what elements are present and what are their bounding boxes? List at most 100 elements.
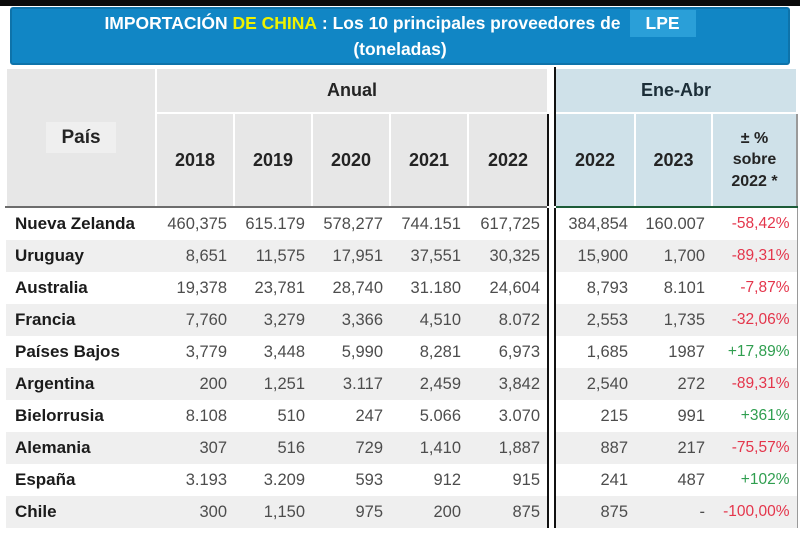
year-header-2020: 2020	[311, 112, 391, 208]
value-cell: 2,459	[390, 368, 468, 400]
value-cell: 200	[390, 496, 468, 528]
value-cell: 510	[277, 406, 305, 425]
value-cell: 1,735	[635, 304, 712, 336]
pct-cell: +17,89%	[712, 336, 798, 368]
value-cell: 28,740	[332, 278, 383, 297]
value-cell: 5.066	[419, 406, 461, 425]
value-cell: 1,700	[635, 240, 712, 272]
country-name: Nueva Zelanda	[15, 214, 135, 233]
pct-cell: -7,87%	[712, 272, 798, 304]
section-divider	[547, 400, 556, 432]
value-cell: 8,651	[156, 240, 234, 272]
value-cell: 1,251	[234, 368, 312, 400]
import-table: País Anual Ene-Abr 2018 2019 2020 2021 2…	[5, 67, 798, 528]
value-cell: 215	[600, 406, 628, 425]
table-row: Alemania 307 516 729 1,410 1,887 887 217…	[6, 432, 798, 464]
table-row: Australia 19,378 23,781 28,740 31.180 24…	[6, 272, 798, 304]
section-divider	[547, 67, 556, 208]
value-cell: 19,378	[176, 278, 227, 297]
value-cell: 875	[555, 496, 635, 528]
value-cell: 3,366	[312, 304, 390, 336]
year-header-2019: 2019	[233, 112, 313, 208]
pct-cell: -89,31%	[712, 240, 798, 272]
value-cell: 1,150	[234, 496, 312, 528]
year-header-2018: 2018	[155, 112, 235, 208]
value-cell: 3,779	[185, 342, 227, 361]
value-cell: 887	[555, 432, 635, 464]
table-row: Uruguay 8,651 11,575 17,951 37,551 30,32…	[6, 240, 798, 272]
country-column-header: País	[5, 67, 157, 208]
value-cell: 7,760	[156, 304, 234, 336]
value-cell: 1,887	[468, 432, 549, 464]
anual-group-header: Anual	[155, 67, 549, 114]
value-cell: 875	[468, 496, 549, 528]
table-row: Chile 300 1,150 975 200 875 875 - -100,0…	[6, 496, 798, 528]
value-cell: 24,604	[468, 272, 549, 304]
value-cell: 3.070	[468, 400, 549, 432]
section-divider	[547, 304, 556, 336]
value-cell: 975	[312, 496, 390, 528]
section-divider	[547, 496, 556, 528]
section-divider	[547, 336, 556, 368]
value-cell: 1,685	[586, 342, 628, 361]
country-name: Alemania	[6, 432, 156, 464]
table-row: Francia 7,760 3,279 3,366 4,510 8.072 2,…	[6, 304, 798, 336]
pct-cell: -89,31%	[712, 368, 798, 400]
value-cell: 1,410	[390, 432, 468, 464]
value-cell: 744.151	[401, 214, 461, 233]
value-cell: 8.101	[663, 278, 705, 297]
country-name: Países Bajos	[15, 342, 120, 361]
section-divider	[547, 368, 556, 400]
value-cell: 915	[468, 464, 549, 496]
value-cell: 3,448	[263, 342, 305, 361]
title-bar: IMPORTACIÓN DE CHINA : Los 10 principale…	[10, 7, 790, 65]
value-cell: 307	[156, 432, 234, 464]
value-cell: 991	[677, 406, 705, 425]
country-name: Australia	[15, 278, 88, 297]
pct-cell: -75,57%	[712, 432, 798, 464]
value-cell: 200	[156, 368, 234, 400]
header-group-row: País Anual Ene-Abr	[5, 67, 798, 208]
value-cell: 30,325	[468, 240, 549, 272]
pct-cell: -100,00%	[712, 496, 798, 528]
value-cell: 516	[234, 432, 312, 464]
value-cell: 11,575	[234, 240, 312, 272]
year-header-2022: 2022	[467, 112, 549, 208]
value-cell: 4,510	[390, 304, 468, 336]
value-cell: 3.193	[185, 470, 227, 489]
table-row: Bielorrusia 8.108 510 247 5.066 3.070 21…	[6, 400, 798, 432]
value-cell: 3.117	[312, 368, 390, 400]
value-cell: 37,551	[390, 240, 468, 272]
section-divider	[547, 272, 556, 304]
value-cell: -	[635, 496, 712, 528]
value-cell: 912	[433, 470, 461, 489]
value-cell: 247	[355, 406, 383, 425]
value-cell: 3,279	[234, 304, 312, 336]
value-cell: 3.209	[263, 470, 305, 489]
value-cell: 300	[156, 496, 234, 528]
product-badge: LPE	[629, 9, 696, 37]
title-line: IMPORTACIÓN DE CHINA : Los 10 principale…	[104, 9, 696, 37]
value-cell: 5,990	[341, 342, 383, 361]
value-cell: 578,277	[323, 214, 383, 233]
pct-cell: -32,06%	[712, 304, 798, 336]
eneabr-header-2022: 2022	[554, 112, 636, 208]
value-cell: 6,973	[468, 336, 549, 368]
value-cell: 384,854	[568, 214, 628, 233]
table-row: España 3.193 3.209 593 912 915 241 487 +…	[6, 464, 798, 496]
pct-cell: -58,42%	[712, 207, 798, 240]
section-divider	[547, 207, 556, 240]
value-cell: 729	[312, 432, 390, 464]
ene-abr-group-header: Ene-Abr	[554, 67, 798, 114]
value-cell: 8.108	[185, 406, 227, 425]
title-subtitle: (toneladas)	[353, 39, 447, 59]
value-cell: 17,951	[312, 240, 390, 272]
value-cell: 3,842	[468, 368, 549, 400]
section-divider	[547, 464, 556, 496]
pct-column-header: ± % sobre 2022 *	[711, 112, 798, 208]
table-row: Nueva Zelanda 460,375 615.179 578,277 74…	[6, 207, 798, 240]
value-cell: 460,375	[167, 214, 227, 233]
table-row: Argentina 200 1,251 3.117 2,459 3,842 2,…	[6, 368, 798, 400]
title-highlight: DE CHINA	[232, 12, 318, 33]
value-cell: 615.179	[245, 214, 305, 233]
